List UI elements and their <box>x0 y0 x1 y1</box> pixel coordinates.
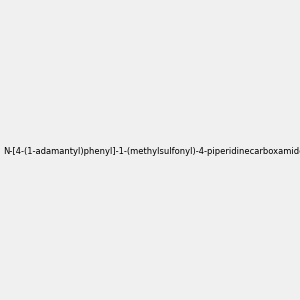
Text: N-[4-(1-adamantyl)phenyl]-1-(methylsulfonyl)-4-piperidinecarboxamide: N-[4-(1-adamantyl)phenyl]-1-(methylsulfo… <box>3 147 300 156</box>
